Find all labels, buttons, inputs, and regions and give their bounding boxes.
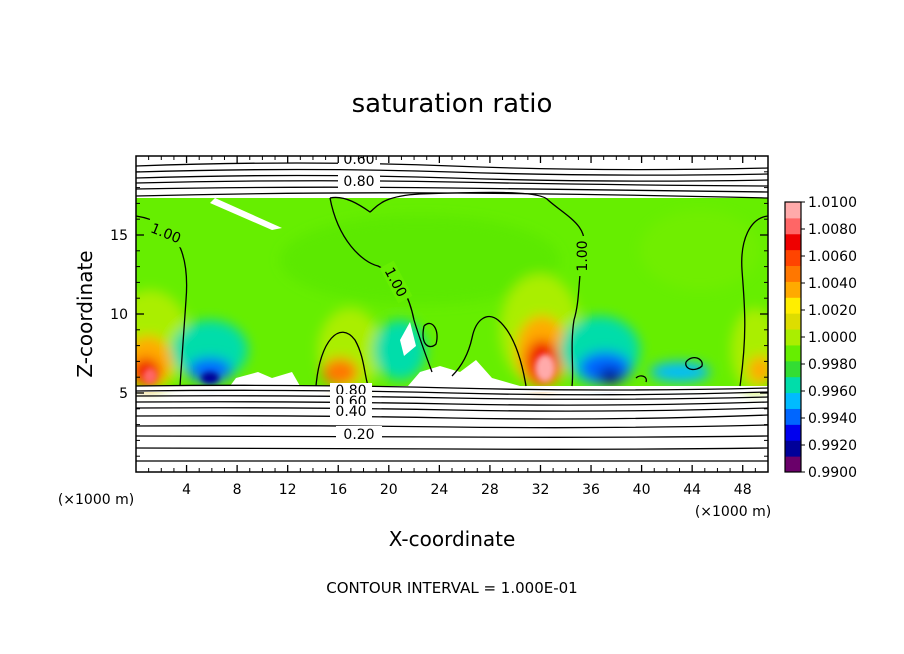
x-unit-label: (×1000 m) xyxy=(58,492,134,508)
colorbar-tick-label: 0.9900 xyxy=(808,465,857,481)
colorbar-swatch xyxy=(785,313,801,330)
x-tick-label: 32 xyxy=(532,482,550,498)
y-tick-label: 10 xyxy=(110,307,128,323)
colorbar-swatch xyxy=(785,424,801,441)
y-axis-ticks: 5 10 15 xyxy=(110,171,768,457)
colorbar-tick-label: 0.9960 xyxy=(808,384,857,400)
x-tick-label: 20 xyxy=(380,482,398,498)
colorbar-tick-label: 1.0060 xyxy=(808,249,857,265)
x-tick-label: 28 xyxy=(481,482,499,498)
colorbar-tick-label: 0.9980 xyxy=(808,357,857,373)
contour-label: 0.80 xyxy=(338,173,380,190)
colorbar-swatch xyxy=(785,392,801,409)
x-tick-label: 40 xyxy=(633,482,651,498)
x-tick-label: 24 xyxy=(430,482,448,498)
colorbar-swatch xyxy=(785,297,801,314)
y-tick-label: 15 xyxy=(110,228,128,244)
colorbar-swatch xyxy=(785,344,801,362)
x-tick-label: 44 xyxy=(683,482,701,498)
colorbar-swatch xyxy=(785,376,801,394)
colorbar-tick-label: 1.0080 xyxy=(808,222,857,238)
contour-lines xyxy=(136,162,768,462)
colorbar-swatch xyxy=(785,281,801,298)
x-axis-title: X-coordinate xyxy=(389,527,516,551)
colorbar-swatch xyxy=(785,456,801,473)
colorbar-swatch xyxy=(785,202,801,219)
colorbar-swatch xyxy=(785,265,801,282)
cloud-gap xyxy=(400,322,416,356)
colorbar-tick-label: 1.0040 xyxy=(808,276,857,292)
field-highlights xyxy=(143,354,555,384)
anvil-streak xyxy=(210,198,282,230)
contour-label: 1.00 xyxy=(574,236,591,276)
x-tick-label: 16 xyxy=(329,482,347,498)
chart-title: saturation ratio xyxy=(352,89,553,119)
colorbar-swatch xyxy=(785,249,801,267)
svg-text:0.80: 0.80 xyxy=(343,174,374,190)
colorbar-tick-label: 0.9920 xyxy=(808,438,857,454)
svg-text:0.20: 0.20 xyxy=(343,427,374,443)
colorbar-swatch xyxy=(785,408,801,425)
y-axis-title: Z-coordinate xyxy=(73,250,97,377)
contour-labels: 0.60 0.80 1.00 1.00 1.00 0.80 xyxy=(144,152,591,443)
plot-area: 0.60 0.80 1.00 1.00 1.00 0.80 xyxy=(136,152,768,472)
contour-label: 0.60 xyxy=(338,152,380,168)
contour-label: 0.40 xyxy=(330,404,372,420)
colorbar-swatch xyxy=(785,329,801,346)
x-tick-label: 4 xyxy=(182,482,191,498)
y-tick-label: 5 xyxy=(119,386,128,402)
x-tick-label: 36 xyxy=(582,482,600,498)
contour-interval-note: CONTOUR INTERVAL = 1.000E-01 xyxy=(326,579,577,597)
colorbar-tick-label: 1.0000 xyxy=(808,330,857,346)
svg-text:1.00: 1.00 xyxy=(575,240,591,271)
x-tick-label: 8 xyxy=(233,482,242,498)
colorbar-tick-label: 0.9940 xyxy=(808,411,857,427)
colorbar-swatch xyxy=(785,217,801,235)
colorbar-tick-label: 1.0100 xyxy=(808,195,857,211)
colorbar-swatch xyxy=(785,233,801,251)
x-tick-label: 48 xyxy=(734,482,752,498)
contour-label: 0.20 xyxy=(336,426,382,443)
x-tick-label: 12 xyxy=(279,482,297,498)
colorbar-tick-label: 1.0020 xyxy=(808,303,857,319)
svg-text:0.40: 0.40 xyxy=(335,404,366,420)
colorbar: 1.0100 1.0080 1.0060 1.0040 1.0020 1.0000 0.99… xyxy=(784,195,857,481)
colorbar-swatch xyxy=(785,360,801,378)
colorbar-swatch xyxy=(785,440,801,457)
z-unit-label: (×1000 m) xyxy=(695,504,771,520)
svg-text:0.60: 0.60 xyxy=(343,152,374,168)
x-axis-ticks: 4 8 12 16 20 24 28 32 36 40 44 48 xyxy=(148,156,756,498)
